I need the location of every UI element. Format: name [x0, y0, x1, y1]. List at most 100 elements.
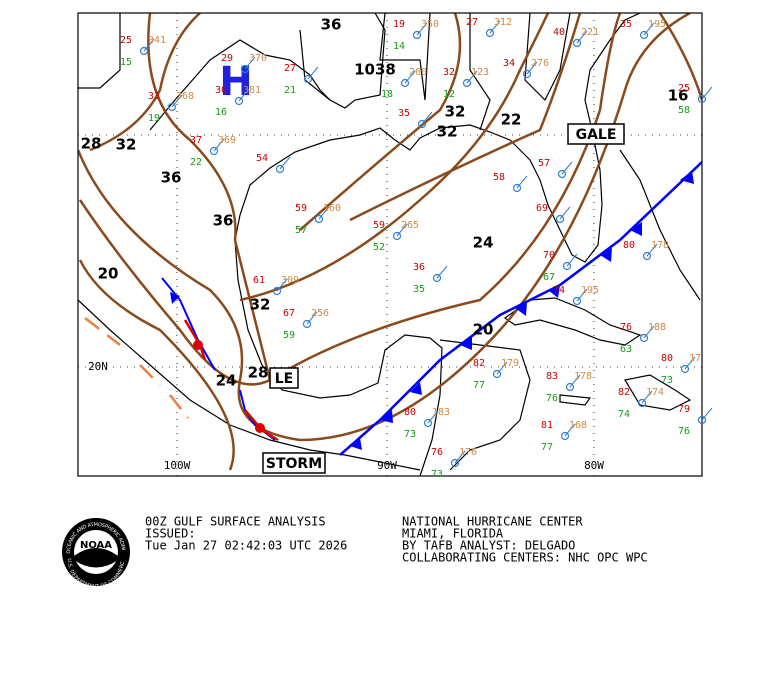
wind-barb [396, 223, 408, 237]
station-circle [572, 38, 582, 48]
temperature: 82 [618, 387, 630, 398]
wind-barb [641, 390, 653, 404]
pressure: 123 [471, 67, 489, 78]
wind-barb [171, 94, 183, 108]
temperature: 69 [536, 203, 548, 214]
station-circle [314, 214, 324, 224]
pressure: 168 [569, 420, 587, 431]
station-circle [637, 398, 647, 408]
isobars [78, 13, 702, 471]
station: 35 [398, 108, 433, 129]
map-layer [78, 13, 702, 476]
pressure: 188 [648, 322, 666, 333]
isobar-label: 36 [161, 169, 182, 187]
wind-barb [646, 243, 658, 257]
dewpoint: 77 [541, 442, 553, 453]
temperature: 81 [541, 420, 553, 431]
wind-barb [276, 278, 288, 292]
wind-barb [427, 410, 439, 424]
dewpoint: 63 [620, 344, 632, 355]
pressure: 195 [581, 285, 599, 296]
wind-barb [489, 20, 501, 34]
temperature: 59 [373, 220, 385, 231]
dewpoint: 22 [190, 157, 202, 168]
dewpoint: 73 [431, 469, 443, 480]
dewpoint: 21 [284, 85, 296, 96]
station-circle [234, 96, 244, 106]
temperature: 25 [678, 83, 690, 94]
temperature: 35 [620, 19, 632, 30]
station: 25 15 341 [120, 35, 166, 68]
isobar-label: 28 [81, 135, 102, 153]
grid-label: 20N [88, 360, 108, 373]
pressure: 260 [409, 67, 427, 78]
footer-center: NATIONAL HURRICANE CENTER [402, 515, 583, 529]
graticule [78, 13, 702, 476]
temperature: 76 [431, 447, 443, 458]
dewpoint: 74 [618, 409, 630, 420]
station-circle [167, 102, 177, 112]
isobar-label: 20 [473, 321, 494, 339]
warning-label: GALE [576, 127, 617, 143]
station-circle [560, 431, 570, 441]
station: 40 221 [553, 27, 599, 48]
noaa-logo: NOAA NATIONAL OCEANIC AND ATMOSPHERIC AD… [0, 0, 130, 590]
wind-barb [404, 70, 416, 84]
wind-barb [306, 311, 318, 325]
station: 74 195 [553, 285, 599, 306]
coastline [78, 13, 701, 476]
pressure: 370 [249, 53, 267, 64]
dewpoint: 73 [404, 429, 416, 440]
station: 79 76 [678, 404, 713, 437]
stationary-fronts [84, 277, 279, 442]
station: 80 178 [623, 240, 669, 261]
station-circle [697, 415, 707, 425]
footer-collaborating: COLLABORATING CENTERS: NHC OPC WPC [402, 551, 648, 565]
pressure: 309 [281, 275, 299, 286]
footer-analyst: BY TAFB ANALYST: DELGADO [402, 539, 575, 553]
isobar-label: 24 [216, 372, 237, 390]
station-circle [512, 183, 522, 193]
station-circle [417, 119, 427, 129]
dewpoint: 57 [295, 225, 307, 236]
pressure: 221 [581, 27, 599, 38]
warning-box [269, 367, 299, 389]
pressure: 183 [432, 407, 450, 418]
dewpoint: 16 [215, 107, 227, 118]
warning-label: LE [275, 371, 293, 387]
station-circle [412, 30, 422, 40]
wind-barb [454, 450, 466, 464]
grid-label: 90W [377, 459, 397, 472]
dewpoint: 14 [393, 41, 405, 52]
station-circle [680, 364, 690, 374]
station: 18 260 [381, 67, 427, 100]
wind-barb [643, 325, 655, 339]
dewpoint: 73 [661, 375, 673, 386]
warning-label: STORM [266, 456, 322, 472]
pressure: 256 [311, 308, 329, 319]
station-circle [557, 169, 567, 179]
wind-barb [576, 30, 588, 44]
pressure: 369 [218, 135, 236, 146]
temperature: 70 [543, 250, 555, 261]
pressure: 265 [401, 220, 419, 231]
pressure: 178 [651, 240, 669, 251]
logo-name: NOAA [80, 540, 112, 551]
station: 82 74 174 [618, 387, 664, 420]
temperature: 83 [546, 371, 558, 382]
temperature: 33 [148, 91, 160, 102]
station-circle [555, 214, 565, 224]
station-circle [272, 286, 282, 296]
isobar-label: 28 [248, 364, 269, 382]
station: 29 370 [221, 53, 267, 74]
station: 19 14 350 [393, 19, 439, 52]
temperature: 61 [253, 275, 265, 286]
isobar-label: 36 [321, 16, 342, 34]
temperature: 25 [120, 35, 132, 46]
footer-location: MIAMI, FLORIDA [402, 527, 504, 541]
dewpoint: 59 [283, 330, 295, 341]
dewpoint: 58 [678, 105, 690, 116]
dewpoint: 76 [678, 426, 690, 437]
isobar-label: 20 [98, 265, 119, 283]
station: 58 [493, 172, 528, 193]
